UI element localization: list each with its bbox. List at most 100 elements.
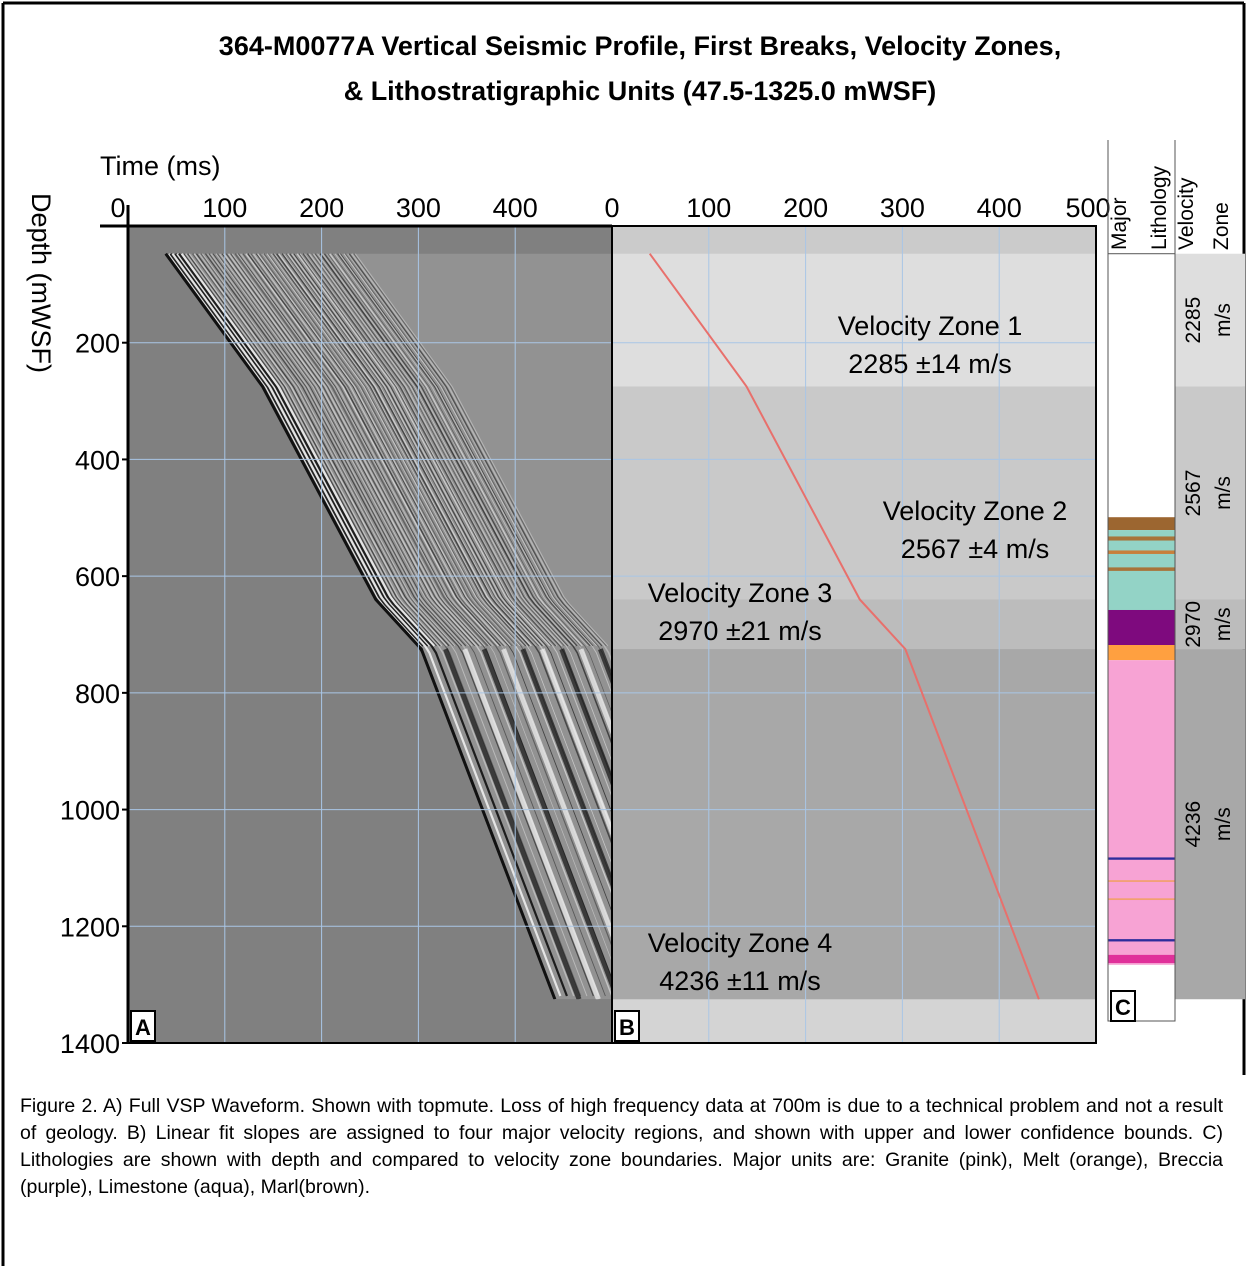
zone-velocity-value: 2567	[1182, 470, 1205, 517]
velocity-zone-column	[1175, 649, 1245, 1000]
waveform-trace	[198, 253, 588, 997]
velocity-zone	[612, 386, 1096, 600]
panel-label: A	[135, 1015, 151, 1040]
waveform-trace	[559, 648, 612, 789]
waveform-trace	[204, 253, 594, 997]
x-tick-label: 300	[396, 193, 441, 223]
waveform-trace	[201, 253, 456, 647]
lithology-layer	[1108, 645, 1175, 661]
waveform-trace	[231, 253, 486, 647]
lithology-layer	[1108, 857, 1175, 860]
waveform-trace	[340, 253, 594, 647]
waveform-trace	[520, 648, 612, 890]
x-tick-label: 0	[110, 193, 125, 223]
waveform-trace	[285, 253, 540, 647]
waveform-trace	[327, 253, 581, 647]
velocity-zone	[612, 649, 1096, 1000]
panel-label: C	[1115, 995, 1131, 1020]
waveform-trace	[183, 253, 437, 647]
waveform-trace	[313, 253, 612, 763]
panel-b-frame	[611, 225, 1097, 1044]
lithology-layer	[1108, 567, 1175, 571]
waveform-trace	[343, 253, 597, 647]
waveform-trace	[347, 253, 601, 647]
zone-velocity: 2285 ±14 m/s	[848, 349, 1011, 379]
waveform-trace	[311, 253, 565, 647]
waveform-trace	[539, 648, 612, 839]
waveform-trace	[298, 253, 553, 647]
waveform-trace	[238, 253, 492, 647]
zone-velocity-unit: m/s	[1212, 807, 1235, 841]
waveform-trace	[266, 253, 521, 647]
zone-velocity-value: 2970	[1182, 601, 1205, 648]
waveform-trace	[250, 253, 504, 647]
waveform-trace	[252, 253, 507, 647]
x-tick-label: 400	[493, 193, 538, 223]
panel-label-box	[130, 1010, 156, 1042]
waveform-trace	[331, 253, 612, 714]
waveform-trace	[283, 253, 537, 647]
waveform-trace	[304, 253, 558, 647]
column-header: Zone	[1210, 202, 1233, 250]
waveform-trace	[351, 253, 612, 664]
x-tick-label: 100	[686, 193, 731, 223]
zone-velocity: 4236 ±11 m/s	[659, 966, 820, 996]
waveform-trace	[187, 253, 441, 647]
velocity-zone	[612, 599, 1096, 650]
waveform-trace	[247, 253, 502, 647]
waveform-trace	[174, 253, 429, 647]
waveform-trace	[270, 253, 524, 647]
waveform-trace	[225, 253, 480, 647]
waveform-trace	[293, 253, 612, 815]
waveform-trace	[296, 253, 551, 647]
waveform-trace	[317, 253, 571, 647]
waveform-trace	[219, 253, 473, 647]
waveform-trace	[321, 253, 576, 647]
waveform-trace	[200, 253, 454, 647]
waveform-trace	[262, 253, 612, 897]
waveform-trace	[329, 253, 583, 647]
column-header: Lithology	[1148, 165, 1171, 250]
waveform-trace	[338, 253, 612, 696]
zone-velocity-value: 4236	[1182, 801, 1205, 848]
column-header: Velocity	[1175, 177, 1198, 250]
waveform-trace	[319, 253, 612, 747]
waveform-trace	[234, 253, 489, 647]
waveform-trace	[263, 253, 517, 647]
waveform-trace	[306, 253, 612, 780]
lithology-layer	[1108, 660, 1175, 965]
chart-title: & Lithostratigraphic Units (47.5-1325.0 …	[344, 76, 937, 106]
waveform-trace	[259, 253, 513, 647]
y-axis-label: Depth (mWSF)	[26, 193, 56, 373]
waveform-trace	[215, 253, 470, 647]
waveform-trace	[212, 253, 467, 647]
waveform-trace	[208, 253, 463, 647]
waveform-trace	[221, 253, 475, 647]
waveform-trace	[354, 253, 609, 647]
zone-name: Velocity Zone 4	[648, 928, 833, 958]
waveform-trace	[255, 253, 612, 914]
waveform-trace	[348, 253, 603, 647]
caption: Figure 2. A) Full VSP Waveform. Shown wi…	[20, 1095, 1223, 1198]
waveform-trace	[353, 253, 607, 647]
data-limit-bottom	[128, 999, 612, 1043]
waveform-trace	[323, 253, 578, 647]
waveform-trace	[334, 253, 588, 647]
waveform-trace	[278, 253, 532, 647]
waveform-trace	[240, 253, 494, 647]
waveform-trace	[291, 253, 545, 647]
x-tick-label: 200	[783, 193, 828, 223]
y-tick-label: 800	[75, 679, 120, 709]
zone-name: Velocity Zone 3	[648, 578, 833, 608]
waveform-trace	[276, 253, 530, 647]
x-tick-label: 100	[202, 193, 247, 223]
waveform-trace	[462, 648, 601, 1001]
zone-velocity: 2970 ±21 m/s	[658, 616, 821, 646]
waveform-trace	[236, 253, 612, 963]
waveform-trace	[287, 253, 612, 832]
zone-velocity-unit: m/s	[1212, 607, 1235, 641]
waveform-trace	[242, 253, 612, 948]
lithology-layer	[1108, 939, 1175, 942]
